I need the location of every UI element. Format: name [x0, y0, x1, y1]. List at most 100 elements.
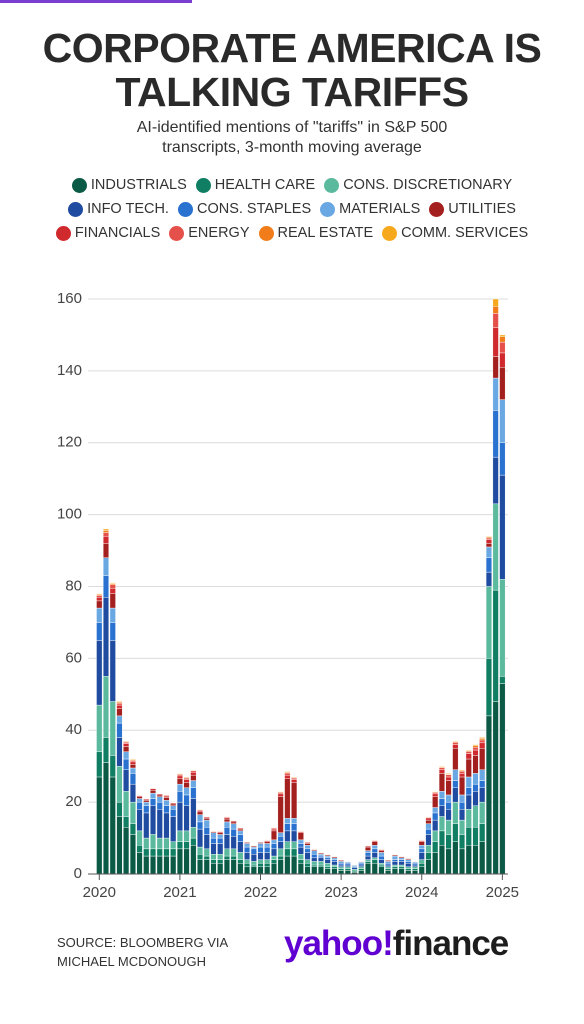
y-tick-label: 0 [74, 865, 82, 882]
bar-segment [190, 774, 197, 781]
bar-segment [183, 794, 190, 806]
bar-segment [156, 848, 163, 857]
bar-segment [472, 791, 479, 806]
bar-segment [378, 864, 385, 868]
bar-segment [143, 812, 150, 839]
bar-segment [418, 852, 425, 860]
bar-segment [405, 870, 412, 875]
bar-segment [250, 846, 257, 850]
bar-segment [459, 809, 466, 821]
bar-segment [479, 769, 486, 781]
bar-segment [479, 737, 486, 739]
bar-segment [176, 801, 183, 832]
bar-segment [391, 864, 398, 868]
bar-segment [277, 848, 284, 857]
bar-segment [109, 607, 116, 623]
bar-segment [277, 841, 284, 850]
bar-segment [385, 868, 392, 871]
bar-segment [358, 868, 365, 871]
bar-segment [331, 857, 338, 860]
x-tick-label: 2021 [163, 884, 196, 901]
bar-segment [230, 821, 237, 824]
bar-segment [371, 848, 378, 853]
legend-item: FINANCIALS [55, 223, 160, 243]
bar-segment [217, 843, 224, 855]
bar-segment [445, 834, 452, 850]
bar-segment [237, 828, 244, 832]
bar-segment [452, 744, 459, 749]
bar-segment [418, 866, 425, 875]
bar-segment [270, 855, 277, 860]
bar-segment [459, 773, 466, 778]
bar-segment [250, 866, 257, 875]
bar-segment [237, 830, 244, 835]
bar-segment [351, 867, 358, 870]
bar-segment [445, 801, 452, 810]
bar-segment [472, 749, 479, 756]
y-tick-label: 140 [57, 362, 82, 379]
bar-segment [183, 841, 190, 850]
bar-segment [492, 313, 499, 328]
bar-segment [331, 868, 338, 875]
bar-segment [203, 848, 210, 857]
bar-segment [432, 819, 439, 832]
bar-segment [338, 866, 345, 869]
bar-segment [170, 805, 177, 810]
bar-segment [197, 821, 204, 830]
bar-segment [143, 805, 150, 814]
bar-segment [479, 823, 486, 842]
bar-segment [432, 830, 439, 842]
bar-segment [499, 334, 506, 337]
legend-label: REAL ESTATE [277, 225, 374, 241]
legend-label: INFO TECH. [87, 201, 169, 217]
bar-segment [190, 772, 197, 776]
bar-segment [116, 737, 123, 767]
bar-segment [217, 859, 224, 864]
bar-segment [304, 863, 311, 868]
bar-segment [96, 595, 103, 598]
legend-swatch [382, 225, 398, 241]
bar-segment [183, 848, 190, 875]
bar-segment [291, 830, 298, 842]
bar-segment [465, 845, 472, 875]
bar-segment [432, 852, 439, 875]
bar-segment [203, 818, 210, 821]
bar-segment [425, 817, 432, 821]
bar-segment [479, 739, 486, 744]
bar-segment [197, 810, 204, 813]
logo-finance: finance [392, 924, 510, 963]
bar-segment [136, 830, 143, 846]
bar-segment [445, 819, 452, 835]
bar-segment [452, 740, 459, 742]
bar-segment [277, 793, 284, 797]
bar-segment [331, 859, 338, 862]
bar-segment [418, 863, 425, 868]
bar-segment [244, 859, 251, 864]
bar-segment [284, 855, 291, 875]
bar-segment [223, 827, 230, 835]
bar-segment [291, 818, 298, 824]
bar-segment [432, 812, 439, 821]
bar-segment [116, 704, 123, 709]
bar-segment [405, 861, 412, 864]
bar-segment [452, 787, 459, 803]
bar-segment [123, 791, 130, 817]
bar-segment [183, 777, 190, 780]
bar-segment [190, 770, 197, 773]
bar-segment [311, 866, 318, 875]
bar-segment [438, 767, 445, 770]
bar-segment [492, 298, 499, 307]
bar-segment [143, 848, 150, 857]
bar-segment [203, 855, 210, 860]
bar-segment [176, 848, 183, 875]
bar-segment [136, 798, 143, 803]
bar-segment [129, 801, 136, 824]
legend-item: HEALTH CARE [195, 175, 315, 195]
bar-segment [163, 812, 170, 839]
bar-segment [129, 773, 136, 785]
bar-segment [438, 805, 445, 817]
bar-segment [472, 755, 479, 774]
bar-segment [452, 801, 459, 824]
bar-segment [499, 683, 506, 875]
